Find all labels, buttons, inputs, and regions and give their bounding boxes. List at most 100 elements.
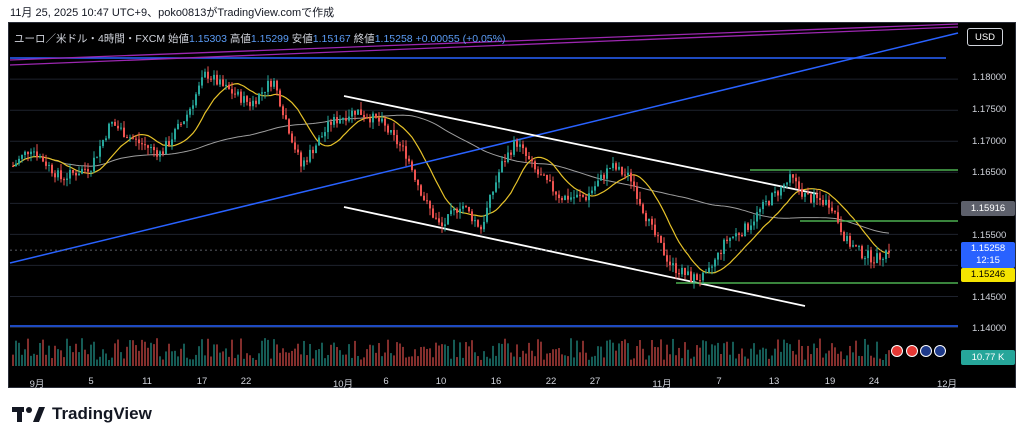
- volume-bar: [147, 347, 149, 366]
- volume-bar: [432, 357, 434, 366]
- volume-bar: [597, 346, 599, 366]
- candle-body: [546, 174, 548, 180]
- eu-flag-icon[interactable]: [934, 345, 946, 357]
- candle-body: [462, 206, 464, 209]
- volume-bar: [825, 353, 827, 366]
- volume-bar: [90, 344, 92, 366]
- candle-body: [666, 255, 668, 262]
- volume-bar: [318, 349, 320, 366]
- candle-body: [216, 74, 218, 85]
- volume-bar: [306, 355, 308, 366]
- candle-body: [654, 224, 656, 236]
- volume-bar: [633, 358, 635, 366]
- volume-bar: [174, 350, 176, 366]
- candle-body: [735, 233, 737, 237]
- candle-body: [564, 195, 566, 201]
- candle-body: [108, 123, 110, 139]
- candle-body: [261, 92, 263, 94]
- candle-body: [858, 246, 860, 248]
- volume-bar: [30, 355, 32, 366]
- candle-body: [678, 273, 680, 275]
- volume-bar: [24, 349, 26, 366]
- candle-body: [273, 80, 275, 87]
- volume-bar: [390, 353, 392, 366]
- candle-body: [369, 118, 371, 123]
- eu-flag-icon[interactable]: [920, 345, 932, 357]
- candle-body: [51, 164, 53, 174]
- volume-bar: [759, 349, 761, 366]
- candle-body: [27, 151, 29, 155]
- volume-bar: [513, 356, 515, 366]
- candle-body: [651, 218, 653, 225]
- volume-bar: [288, 352, 290, 366]
- candle-body: [510, 152, 512, 155]
- candle-body: [402, 145, 404, 147]
- candle-body: [258, 93, 260, 104]
- candle-body: [573, 197, 575, 199]
- us-flag-icon[interactable]: [891, 345, 903, 357]
- candle-body: [519, 144, 521, 147]
- volume-bar: [429, 348, 431, 366]
- volume-bar: [360, 359, 362, 366]
- volume-bar: [831, 343, 833, 366]
- volume-bar: [264, 338, 266, 366]
- candle-body: [357, 109, 359, 115]
- candle-body: [792, 174, 794, 178]
- candle-body: [120, 127, 122, 129]
- volume-bar: [309, 343, 311, 366]
- volume-bar: [684, 342, 686, 366]
- volume-bar: [273, 339, 275, 366]
- volume-bar: [672, 338, 674, 366]
- candle-body: [417, 179, 419, 186]
- candle-body: [837, 212, 839, 223]
- volume-bar: [144, 341, 146, 366]
- time-tick: 11: [142, 376, 152, 387]
- volume-bar: [768, 358, 770, 366]
- volume-bar: [213, 344, 215, 366]
- volume-bar: [183, 343, 185, 366]
- volume-bar: [546, 353, 548, 366]
- candle-body: [291, 133, 293, 143]
- volume-bar: [291, 350, 293, 366]
- volume-bar: [567, 356, 569, 366]
- candle-body: [276, 80, 278, 91]
- volume-bar: [744, 356, 746, 366]
- time-tick: 17: [196, 376, 208, 387]
- volume-bar: [99, 356, 101, 366]
- candle-body: [888, 250, 890, 253]
- volume-bar: [384, 352, 386, 366]
- candle-body: [18, 158, 20, 164]
- candle-body: [468, 206, 470, 212]
- candle-body: [303, 160, 305, 167]
- us-flag-icon[interactable]: [906, 345, 918, 357]
- candle-body: [165, 141, 167, 155]
- candle-body: [294, 142, 296, 150]
- price-tick: 1.17000: [972, 136, 1007, 147]
- volume-bar: [588, 359, 590, 366]
- candle-body: [315, 145, 317, 154]
- candle-body: [717, 252, 719, 260]
- volume-bar: [579, 352, 581, 366]
- candle-body: [231, 89, 233, 94]
- candle-body: [801, 188, 803, 197]
- currency-button[interactable]: USD: [967, 28, 1003, 46]
- candle-body: [228, 84, 230, 90]
- volume-bar: [699, 347, 701, 366]
- volume-bar: [282, 348, 284, 366]
- volume-bar: [402, 346, 404, 366]
- candle-body: [243, 96, 245, 103]
- candle-body: [429, 201, 431, 209]
- volume-bar: [366, 349, 368, 366]
- volume-bar: [15, 340, 17, 366]
- volume-bar: [714, 345, 716, 366]
- candle-body: [354, 110, 356, 115]
- candle-body: [759, 209, 761, 213]
- candle-body: [825, 199, 827, 205]
- candle-body: [849, 236, 851, 247]
- volume-bar: [813, 343, 815, 366]
- time-tick: 13: [768, 376, 780, 387]
- candle-body: [528, 156, 530, 160]
- volume-bar: [648, 355, 650, 366]
- volume-bar: [261, 340, 263, 366]
